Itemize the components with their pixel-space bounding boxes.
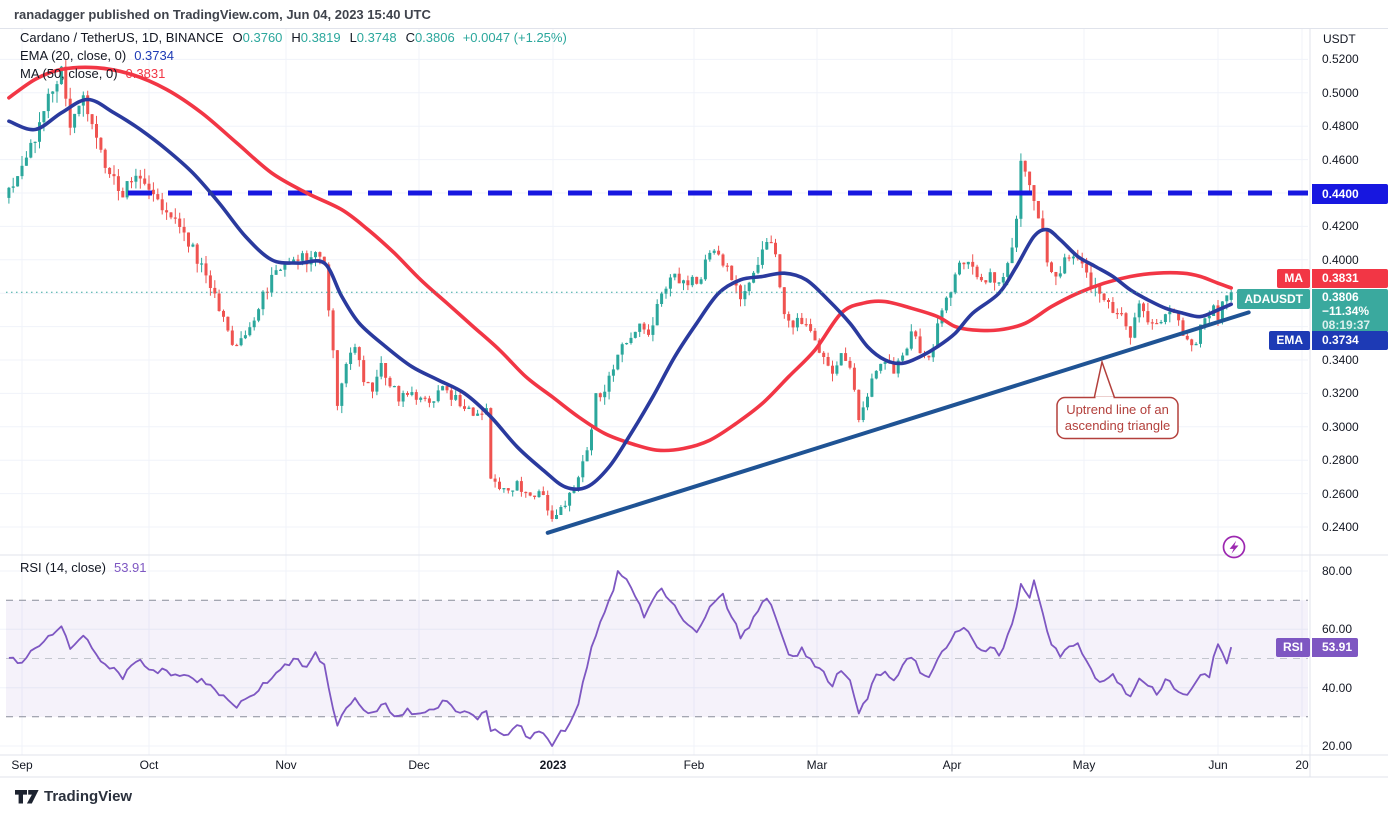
publish-header: ranadagger published on TradingView.com,… bbox=[14, 7, 431, 22]
chart-plot-area[interactable] bbox=[6, 60, 1308, 747]
lightning-icon[interactable] bbox=[1222, 535, 1246, 559]
symbol-legend-row[interactable]: Cardano / TetherUS, 1D, BINANCE O0.3760 … bbox=[20, 30, 567, 45]
time-tick-label: 20 bbox=[1295, 758, 1309, 772]
change-value: +0.0047 (+1.25%) bbox=[462, 30, 567, 45]
price-tick-label: 0.3200 bbox=[1322, 386, 1359, 401]
time-tick-label: Mar bbox=[806, 758, 828, 772]
rsi-axis-value-badge: 53.91 bbox=[1312, 638, 1358, 657]
time-tick-label: 2023 bbox=[539, 758, 567, 772]
callout-line2: ascending triangle bbox=[1065, 418, 1171, 433]
ema-value: 0.3734 bbox=[134, 48, 174, 63]
rsi-tick-label: 20.00 bbox=[1322, 739, 1353, 753]
ma-value: 0.3831 bbox=[125, 66, 166, 81]
rsi-label: RSI (14, close) bbox=[20, 560, 106, 575]
tradingview-logo-icon[interactable] bbox=[15, 790, 39, 804]
ema-axis-label-badge: EMA bbox=[1269, 331, 1310, 350]
ma-label: MA (50, close, 0) bbox=[20, 66, 118, 81]
chart-separators bbox=[0, 28, 1388, 778]
time-tick-label: Dec bbox=[408, 758, 430, 772]
ma-axis-value-badge: 0.3831 bbox=[1312, 269, 1388, 288]
ohlc-high: H0.3819 bbox=[291, 30, 341, 45]
symbol-change-pct: −11.34% bbox=[1322, 304, 1370, 318]
time-tick-label: Apr bbox=[942, 758, 962, 772]
price-tick-label: 0.5200 bbox=[1322, 52, 1359, 67]
price-axis-unit: USDT bbox=[1323, 32, 1356, 46]
bar-countdown: 08:19:37 bbox=[1322, 318, 1371, 332]
price-tick-label: 0.3400 bbox=[1322, 353, 1359, 367]
price-tick-label: 0.3000 bbox=[1322, 419, 1359, 434]
ohlc-open: O0.3760 bbox=[232, 30, 283, 45]
time-tick-label: Jun bbox=[1208, 758, 1228, 772]
ma-axis-label-badge: MA bbox=[1277, 269, 1310, 288]
resistance-price-badge: 0.4400 bbox=[1312, 184, 1388, 204]
ema-legend-row[interactable]: EMA (20, close, 0) 0.3734 bbox=[20, 48, 174, 63]
rsi-value: 53.91 bbox=[113, 560, 147, 575]
time-tick-label: Nov bbox=[275, 758, 297, 772]
price-tick-label: 0.4200 bbox=[1322, 219, 1359, 234]
ohlc-close: C0.3806 bbox=[405, 30, 455, 45]
callout-box bbox=[1056, 396, 1179, 440]
time-tick-label: Oct bbox=[139, 758, 159, 772]
symbol-axis-value-badge: 0.3806 −11.34% 08:19:37 bbox=[1312, 289, 1388, 332]
rsi-tick-label: 80.00 bbox=[1322, 564, 1353, 578]
symbol-axis-label-badge: ADAUSDT bbox=[1237, 289, 1310, 309]
rsi-legend-row[interactable]: RSI (14, close) 53.91 bbox=[20, 560, 147, 575]
ohlc-low: L0.3748 bbox=[349, 30, 397, 45]
time-tick-label: Sep bbox=[11, 758, 33, 772]
rsi-axis-label-badge: RSI bbox=[1275, 638, 1310, 657]
symbol-last-price: 0.3806 bbox=[1322, 290, 1359, 304]
ema-label: EMA (20, close, 0) bbox=[20, 48, 127, 63]
symbol-title: Cardano / TetherUS, 1D, BINANCE bbox=[20, 30, 224, 45]
price-tick-label: 0.2600 bbox=[1322, 486, 1359, 501]
annotation-callout[interactable]: Uptrend line of an ascending triangle bbox=[1056, 359, 1179, 440]
ma-legend-row[interactable]: MA (50, close, 0) 0.3831 bbox=[20, 66, 165, 81]
price-tick-label: 0.5000 bbox=[1322, 85, 1359, 100]
price-tick-label: 0.2800 bbox=[1322, 453, 1359, 468]
ema-axis-value-badge: 0.3734 bbox=[1312, 331, 1388, 350]
rsi-tick-label: 40.00 bbox=[1322, 680, 1353, 695]
price-tick-label: 0.2400 bbox=[1322, 520, 1359, 534]
rsi-tick-label: 60.00 bbox=[1322, 622, 1353, 637]
price-tick-label: 0.4800 bbox=[1322, 119, 1359, 134]
time-tick-label: May bbox=[1072, 758, 1096, 772]
time-tick-label: Feb bbox=[683, 758, 705, 772]
callout-line1: Uptrend line of an bbox=[1066, 402, 1169, 417]
tradingview-logo-text[interactable]: TradingView bbox=[44, 788, 133, 805]
price-tick-label: 0.4000 bbox=[1322, 252, 1359, 267]
callout-tail bbox=[1093, 359, 1116, 400]
price-tick-label: 0.4600 bbox=[1322, 152, 1359, 167]
